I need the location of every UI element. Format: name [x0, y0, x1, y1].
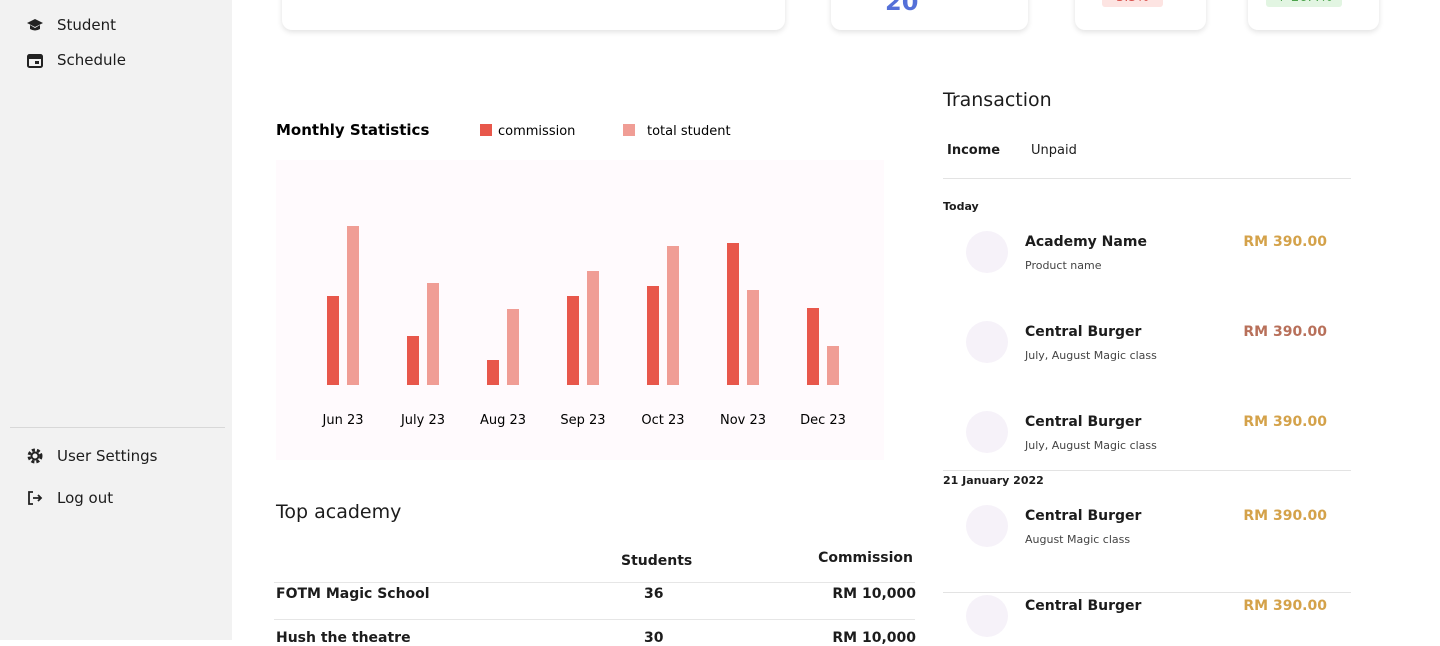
x-tick-label: Jun 23: [322, 413, 364, 428]
x-tick-label: July 23: [400, 413, 445, 428]
item-name: Central Burger: [1025, 598, 1142, 614]
divider: [943, 178, 1351, 179]
bar: [587, 271, 599, 385]
legend-swatch: [623, 124, 635, 136]
item-product: July, August Magic class: [1025, 349, 1157, 362]
legend-swatch: [480, 124, 492, 136]
logout-icon: [28, 491, 43, 505]
row-divider: [274, 582, 915, 583]
bar: [747, 290, 759, 385]
x-tick-label: Sep 23: [560, 413, 605, 428]
bar: [567, 296, 579, 385]
tab[interactable]: Income: [947, 143, 1001, 158]
divider: [943, 592, 1351, 593]
item-name: Central Burger: [1025, 324, 1142, 340]
bar: [507, 309, 519, 385]
chart-panel: [276, 160, 884, 460]
nav-item[interactable]: Log out: [57, 489, 114, 507]
avatar: [966, 505, 1008, 547]
item-amount: RM 390.00: [1243, 598, 1327, 614]
schedule-icon: [27, 54, 43, 68]
chart-title: Monthly Statistics: [276, 121, 429, 139]
student-icon: [27, 19, 43, 31]
academy-name: Hush the theatre: [276, 630, 411, 646]
item-amount: RM 390.00: [1243, 414, 1327, 430]
nav-item[interactable]: Schedule: [57, 51, 126, 69]
section-title: Transaction: [943, 89, 1052, 111]
item-product: July, August Magic class: [1025, 439, 1157, 452]
tab[interactable]: Unpaid: [1031, 143, 1077, 158]
avatar: [966, 321, 1008, 363]
student-count: 36: [644, 586, 664, 602]
legend-label: total student: [647, 124, 731, 139]
row-divider: [274, 619, 915, 620]
item-amount: RM 390.00: [1243, 324, 1327, 340]
x-tick-label: Aug 23: [480, 413, 526, 428]
item-name: Central Burger: [1025, 414, 1142, 430]
sidebar: [0, 0, 232, 640]
nav-item[interactable]: Student: [57, 16, 117, 34]
legend-label: commission: [498, 124, 575, 139]
nav-item[interactable]: User Settings: [57, 447, 158, 465]
avatar: [966, 595, 1008, 637]
bar: [807, 308, 819, 385]
column-header: Commission: [818, 550, 913, 566]
bar: [407, 336, 419, 385]
bar: [327, 296, 339, 385]
column-header: Students: [621, 553, 693, 569]
section-title: Top academy: [276, 501, 402, 523]
item-name: Central Burger: [1025, 508, 1142, 524]
bar: [427, 283, 439, 385]
x-tick-label: Nov 23: [720, 413, 766, 428]
student-count: 30: [644, 630, 664, 646]
badge: + 26.4%: [1266, 0, 1343, 7]
card: [282, 0, 785, 30]
bar: [347, 226, 359, 385]
item-name: Academy Name: [1025, 234, 1147, 250]
card-value: 20: [885, 0, 919, 16]
item-product: Product name: [1025, 259, 1102, 272]
badge: 3.5%: [1102, 0, 1164, 7]
bar: [667, 246, 679, 385]
bar: [487, 360, 499, 385]
avatar: [966, 231, 1008, 273]
card: [831, 0, 1028, 30]
avatar: [966, 411, 1008, 453]
item-amount: RM 390.00: [1243, 234, 1327, 250]
x-tick-label: Dec 23: [800, 413, 846, 428]
commission: RM 10,000: [832, 586, 916, 602]
item-product: August Magic class: [1025, 533, 1131, 546]
academy-name: FOTM Magic School: [276, 586, 430, 602]
commission: RM 10,000: [832, 630, 916, 646]
bar: [827, 346, 839, 385]
bar: [727, 243, 739, 385]
x-tick-label: Oct 23: [641, 413, 684, 428]
item-amount: RM 390.00: [1243, 508, 1327, 524]
group-date: 21 January 2022: [943, 474, 1044, 487]
divider: [10, 427, 225, 428]
group-date: Today: [943, 200, 979, 213]
bar: [647, 286, 659, 385]
settings-icon: [27, 448, 43, 464]
divider: [943, 470, 1351, 471]
